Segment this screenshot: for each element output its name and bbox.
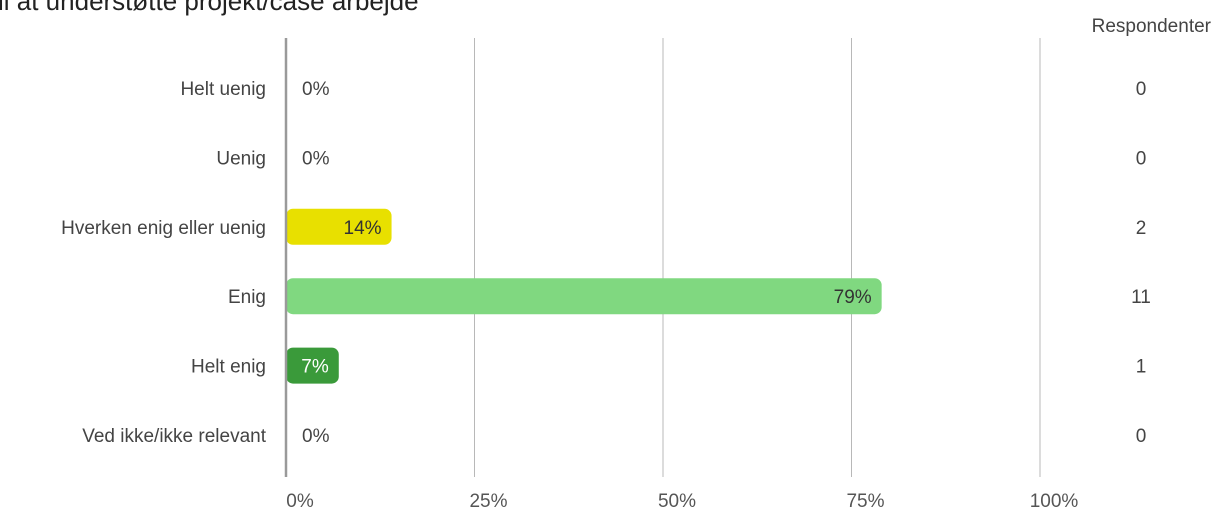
value-label: 79% [834, 287, 872, 308]
respondent-count: 0 [1136, 148, 1147, 169]
bar [286, 278, 882, 315]
value-label: 14% [344, 218, 382, 239]
x-tick-label: 75% [846, 491, 884, 512]
category-label: Helt enig [191, 357, 266, 378]
category-label: Helt uenig [180, 79, 266, 100]
chart-title: il at understøtte projekt/case arbejde [0, 0, 419, 16]
value-label: 0% [302, 79, 330, 100]
bar [286, 208, 392, 245]
category-label: Uenig [216, 148, 266, 169]
respondent-count: 0 [1136, 79, 1147, 100]
category-label: Ved ikke/ikke relevant [82, 426, 266, 447]
category-label: Enig [228, 287, 266, 308]
value-label: 0% [302, 426, 330, 447]
x-tick-label: 100% [1030, 491, 1079, 512]
x-tick-label: 50% [658, 491, 696, 512]
respondent-count: 2 [1136, 218, 1147, 239]
respondent-count: 0 [1136, 426, 1147, 447]
respondents-header: Respondenter [1091, 16, 1211, 37]
bar [286, 347, 339, 384]
value-label: 7% [301, 357, 329, 378]
value-label: 0% [302, 148, 330, 169]
x-tick-label: 25% [469, 491, 507, 512]
respondent-count: 11 [1131, 287, 1151, 308]
category-label: Hverken enig eller uenig [61, 218, 266, 239]
respondent-count: 1 [1136, 357, 1147, 378]
x-tick-label: 0% [286, 491, 314, 512]
